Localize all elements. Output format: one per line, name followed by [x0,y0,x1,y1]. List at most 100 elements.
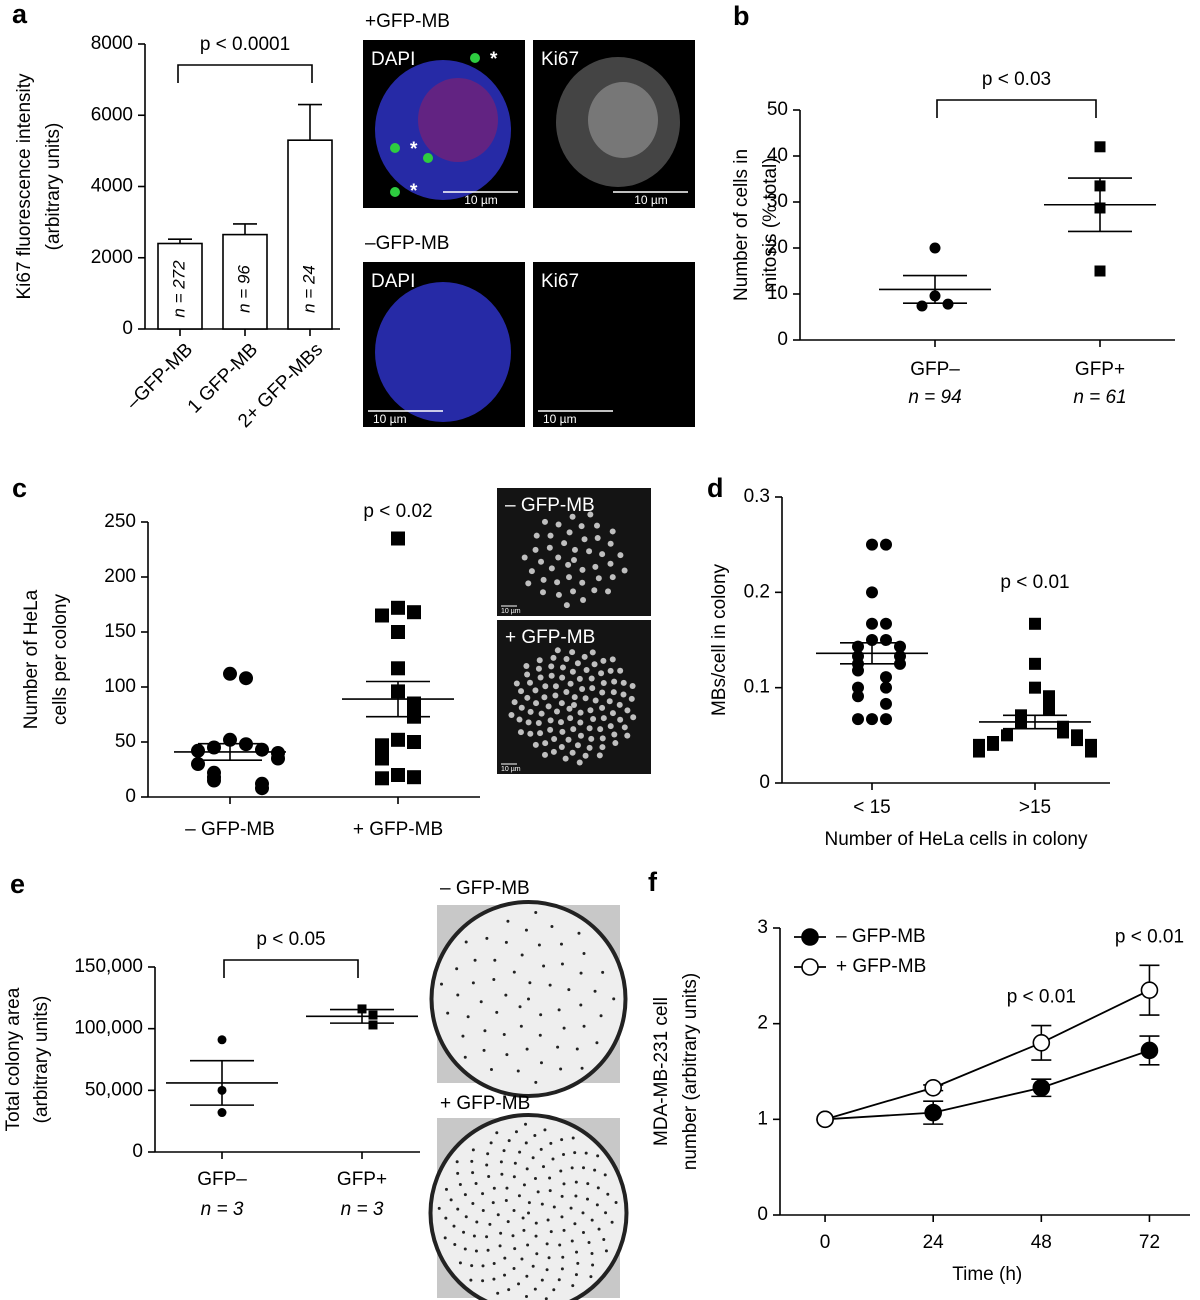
colony [614,1201,618,1205]
y-axis-label: mitosis (% total) [760,157,781,292]
significance-bracket [936,99,1097,118]
colony [511,1234,515,1238]
colony [481,1192,485,1196]
chromosome [545,703,552,710]
y-tick-label: 2000 [91,247,133,268]
colony [595,1041,599,1045]
x-tick-label: + GFP-MB [353,819,443,840]
chromosome [561,540,568,547]
data-point [916,300,928,312]
bar [222,233,268,330]
chromosome [589,685,596,692]
colony [585,1197,589,1201]
colony [520,953,524,957]
data-point [255,742,269,757]
colony [581,1211,585,1215]
micrograph-title: +GFP-MB [365,11,450,32]
chromosome [548,672,555,679]
colony [446,1011,450,1015]
data-point [852,690,864,703]
colony [586,1182,590,1186]
chromosome [541,694,548,701]
data-point [973,745,985,758]
colony [539,1013,543,1017]
chromosome [508,711,515,718]
colony [520,1257,524,1261]
chromosome [609,656,616,663]
colony [590,1218,594,1222]
chromosome [527,708,534,715]
data-point [866,586,878,599]
colony [522,1228,526,1232]
colony [485,936,489,940]
legend-marker [801,958,819,976]
y-tick-label: 100,000 [74,1018,143,1039]
data-point [1140,1041,1159,1060]
x-tick-note: n = 3 [341,1199,384,1220]
chromosome [579,566,586,573]
data-point [894,640,906,653]
data-point [1001,729,1013,742]
colony [548,1189,552,1193]
colony [485,1163,489,1167]
y-tick-label: 200 [104,566,136,587]
colony [493,958,497,962]
data-point [407,696,421,711]
bar-label: n = 24 [299,265,318,313]
chromosome [583,666,590,673]
legend-label: + GFP-MB [836,956,926,977]
nucleus [375,282,511,422]
data-point [929,242,941,254]
scale-label: 10 µm [464,193,498,207]
x-tick-label: >15 [1019,797,1051,818]
colony [519,1024,523,1028]
x-tick-note: n = 61 [1073,387,1126,408]
chromosome [550,748,557,755]
gfp-mb [423,153,433,163]
significance-bracket [177,64,313,83]
chromosome [548,565,555,572]
colony [540,1202,544,1206]
colony [559,942,563,946]
data-point [391,600,405,615]
colony [504,1198,508,1202]
x-tick-note: n = 3 [201,1199,244,1220]
colony [557,1008,561,1012]
colony [507,1139,511,1143]
chromosome [521,554,528,561]
colony [579,1003,583,1007]
colony [498,1244,502,1248]
colony [575,1047,579,1051]
colony [546,1218,550,1222]
data-point [924,1103,942,1122]
y-tick-label: 3 [757,917,768,938]
colony [524,1122,528,1126]
colony [456,1207,460,1211]
chromosome [524,694,531,701]
colony [612,997,616,1001]
colony [512,1267,516,1271]
chromosome [607,667,614,674]
colony [505,1053,509,1057]
chromosome [586,725,593,732]
chromosome [537,730,544,737]
colony [492,1277,496,1281]
chromosome [536,657,543,664]
chromosome [563,602,570,609]
colony [593,1168,597,1172]
p-value: p < 0.0001 [200,34,290,55]
colony [513,1247,517,1251]
chromosome [597,726,604,733]
chromosome [599,704,606,711]
chromosome [558,700,565,707]
x-axis-label: Number of HeLa cells in colony [825,829,1088,850]
chromosome [563,689,570,696]
colony [606,1192,610,1196]
colony [452,1224,456,1228]
panel-letter: e [10,869,25,899]
y-tick-label: 0 [122,318,133,339]
colony [526,1243,530,1247]
data-point [1032,1078,1051,1097]
y-tick-label: 50 [115,731,136,752]
colony [463,1247,467,1251]
